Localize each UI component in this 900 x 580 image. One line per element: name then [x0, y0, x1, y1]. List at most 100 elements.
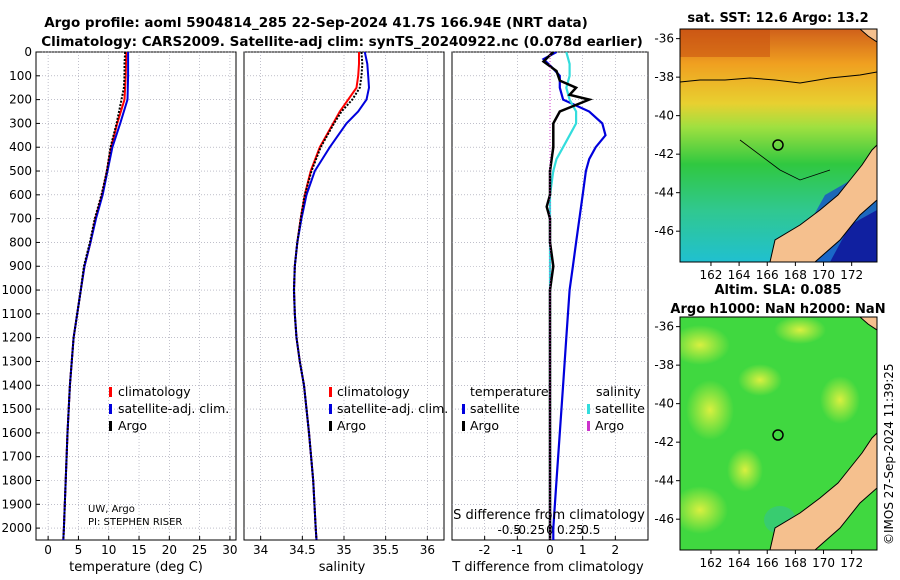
legend-t-argo-label: Argo [470, 418, 499, 433]
salinity-diff-tick-label: -0.5 [497, 523, 520, 537]
lat-tick-label: -46 [654, 224, 674, 238]
south-island-land [769, 144, 877, 262]
lon-tick-label: 166 [756, 556, 779, 570]
legend-s-argo-label: Argo [595, 418, 624, 433]
depth-tick-label: 1800 [1, 473, 32, 487]
depth-tick-label: 1400 [1, 378, 32, 392]
lon-tick-label: 172 [840, 556, 863, 570]
lat-tick-label: -44 [654, 186, 674, 200]
sst-front-contour [680, 71, 877, 84]
legend-argo-swatch [329, 421, 332, 431]
lat-tick-label: -36 [654, 320, 674, 334]
x-tick-label: 35.5 [372, 543, 399, 557]
legend-satellite-swatch [329, 404, 332, 414]
depth-tick-label: 300 [9, 116, 32, 130]
legend-argo-label: Argo [337, 418, 366, 433]
sla-anomaly-patch [738, 364, 782, 396]
sla-anomaly-patch [680, 486, 728, 534]
north-island-land [859, 29, 877, 43]
sla-anomaly-patch [686, 380, 734, 440]
lat-tick-label: -40 [654, 397, 674, 411]
depth-tick-label: 1700 [1, 450, 32, 464]
x-tick-label: 30 [222, 543, 237, 557]
legend-climatology-swatch [109, 387, 112, 397]
legend-t-satellite-swatch [462, 404, 465, 414]
legend-t-argo-swatch [462, 421, 465, 431]
salinity-panel: 34 34.5 35 35.5 36 salinity climatology sate… [243, 51, 448, 575]
lon-tick-label: 170 [812, 268, 835, 282]
legend-satellite-swatch [109, 404, 112, 414]
difference-legend-temperature: temperature satellite Argo [462, 384, 549, 433]
sla-map-frame [679, 316, 878, 551]
legend-temperature-heading: temperature [470, 384, 549, 399]
x-tick-label: 20 [162, 543, 177, 557]
south-island-land [769, 432, 877, 550]
sla-lon-ticks: 162 164 166 168 170 172 [700, 550, 863, 570]
depth-tick-label: 2000 [1, 521, 32, 535]
sst-map-frame [679, 28, 878, 263]
salinity-x-ticks: 34 34.5 35 35.5 36 [253, 536, 435, 557]
depth-tick-label: 200 [9, 93, 32, 107]
x-tick-label: 15 [131, 543, 146, 557]
salinity-grid [244, 51, 444, 540]
temperature-legend: climatology satellite-adj. clim. Argo [109, 384, 229, 433]
temperature-x-label: temperature (deg C) [69, 560, 203, 575]
north-island-land [859, 317, 877, 331]
depth-tick-label: 900 [9, 259, 32, 273]
depth-tick-label: 700 [9, 212, 32, 226]
sla-anomaly-patch [727, 448, 763, 492]
lat-tick-label: -36 [654, 32, 674, 46]
lon-tick-label: 168 [784, 556, 807, 570]
sla-map: Altim. SLA: 0.085 Argo h1000: NaN h2000:… [654, 283, 885, 570]
depth-tick-label: 0 [24, 45, 32, 59]
x-tick-label: 0 [546, 543, 554, 557]
x-tick-label: 35 [336, 543, 351, 557]
x-tick-label: 34 [253, 543, 268, 557]
temperature-depth-ticks: 0 100 200 300 400 500 600 700 800 900 1000 1100 1200… [1, 45, 40, 535]
temperature-plot-frame [35, 51, 237, 541]
depth-tick-label: 400 [9, 140, 32, 154]
x-tick-label: 2 [612, 543, 620, 557]
sla-anomaly-patch [774, 317, 826, 344]
salinity-diff-tick-label: 0.5 [581, 523, 600, 537]
lat-tick-label: -46 [654, 512, 674, 526]
salinity-legend: climatology satellite-adj. clim. Argo [329, 384, 448, 433]
difference-legend-salinity: salinity satellite Argo [587, 384, 645, 433]
legend-argo-label: Argo [118, 418, 147, 433]
salinity-diff-tick-label: -0.25 [514, 523, 545, 537]
depth-tick-label: 1200 [1, 331, 32, 345]
sla-anomaly-patch [820, 376, 860, 424]
lat-tick-label: -38 [654, 70, 674, 84]
sst-lon-ticks: 162 164 166 168 170 172 [700, 262, 863, 282]
legend-s-satellite-swatch [587, 404, 590, 414]
depth-tick-label: 1000 [1, 283, 32, 297]
legend-satellite-label: satellite-adj. clim. [337, 401, 448, 416]
depth-tick-label: 500 [9, 164, 32, 178]
legend-t-satellite-label: satellite [470, 401, 520, 416]
sst-map: sat. SST: 12.6 Argo: 13.2 -36 -38 -40 -42 -4… [654, 11, 878, 282]
depth-tick-label: 1300 [1, 354, 32, 368]
lon-tick-label: 170 [812, 556, 835, 570]
lon-tick-label: 162 [700, 268, 723, 282]
sst-map-title: sat. SST: 12.6 Argo: 13.2 [687, 11, 868, 26]
salinity-x-label: salinity [319, 560, 366, 575]
x-tick-label: -1 [511, 543, 523, 557]
argo-float-marker [772, 429, 784, 441]
lon-tick-label: 164 [728, 268, 751, 282]
figure-title-line1: Argo profile: aoml 5904814_285 22-Sep-20… [44, 15, 588, 31]
depth-tick-label: 1600 [1, 426, 32, 440]
sst-lat-ticks: -36 -38 -40 -42 -44 -46 [654, 32, 680, 238]
imos-timestamp: ©IMOS 27-Sep-2024 11:39:25 [882, 363, 896, 545]
lat-tick-label: -42 [654, 435, 674, 449]
x-tick-label: 0 [44, 543, 52, 557]
temperature-x-ticks: 0 5 10 15 20 25 30 [44, 536, 238, 557]
legend-salinity-heading: salinity [596, 384, 641, 399]
depth-tick-label: 1900 [1, 497, 32, 511]
sla-map-title-line2: Argo h1000: NaN h2000: NaN [670, 302, 885, 317]
depth-tick-label: 800 [9, 235, 32, 249]
lat-tick-label: -42 [654, 147, 674, 161]
salinity-difference-label: S difference from climatology [453, 508, 645, 523]
sst-coldest-patch [830, 210, 877, 262]
